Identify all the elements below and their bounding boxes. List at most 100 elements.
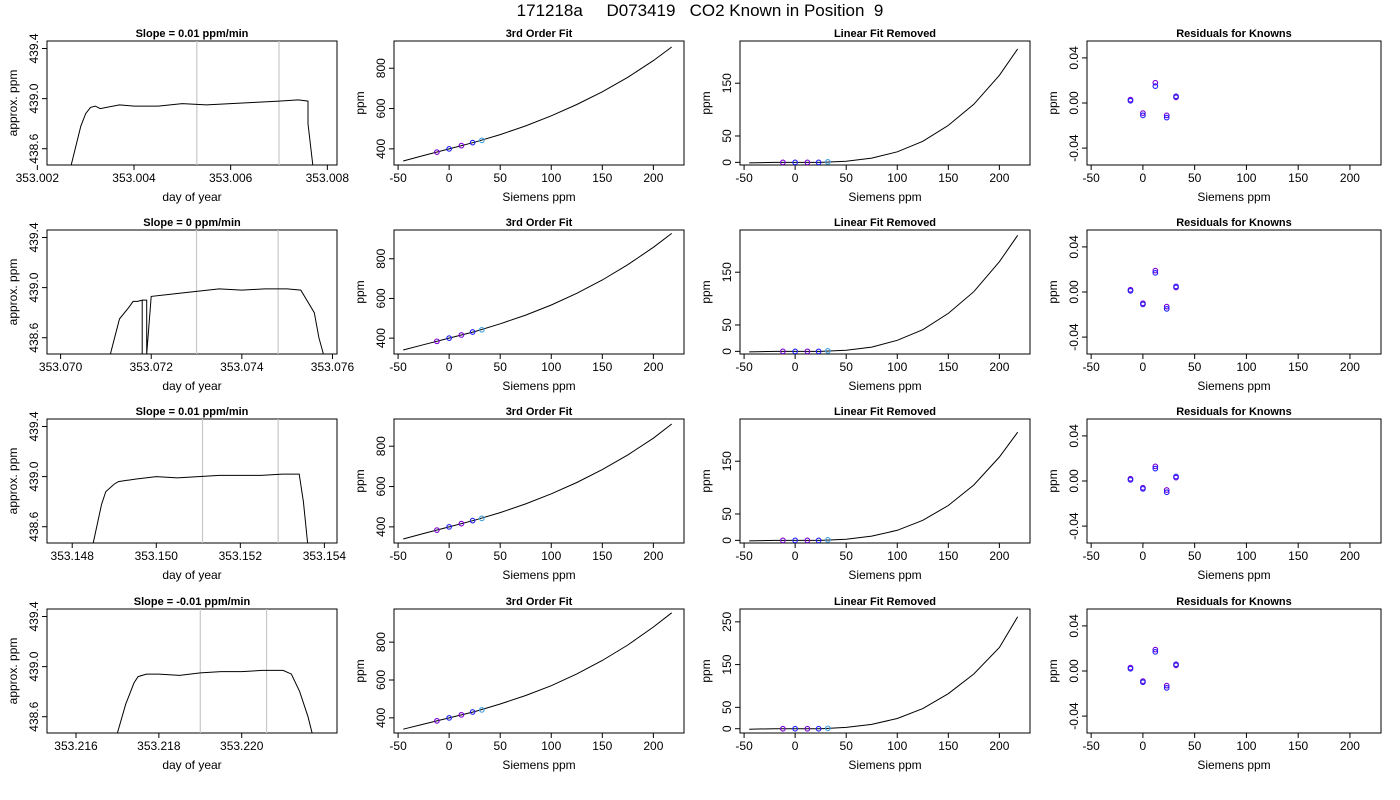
x-axis-label: Siemens ppm xyxy=(1197,758,1270,772)
known-point xyxy=(478,137,485,144)
y-tick-label: 50 xyxy=(720,318,734,332)
x-tick-label: 353.150 xyxy=(135,549,179,563)
y-axis-label: ppm xyxy=(699,469,713,492)
x-tick-label: -50 xyxy=(1082,549,1100,563)
known-point xyxy=(1127,97,1134,104)
plot-frame xyxy=(739,40,1031,166)
x-tick-label: -50 xyxy=(389,739,407,753)
known-point xyxy=(469,329,476,335)
y-tick-label: 439.0 xyxy=(27,651,41,681)
known-point xyxy=(1163,303,1170,310)
x-tick-label: -50 xyxy=(735,549,753,563)
y-tick-label: -0.04 xyxy=(1067,134,1081,162)
known-point xyxy=(792,537,798,544)
y-tick-label: 150 xyxy=(720,451,734,471)
known-point xyxy=(1173,661,1179,668)
x-tick-label: 200 xyxy=(1340,360,1360,374)
plot-frame xyxy=(393,418,685,544)
known-point xyxy=(469,517,476,524)
known-point xyxy=(478,707,485,713)
concentration-trace xyxy=(92,473,309,544)
known-point xyxy=(1173,283,1179,290)
known-point xyxy=(815,537,822,544)
x-tick-label: 100 xyxy=(887,549,907,563)
x-axis-label: Siemens ppm xyxy=(502,568,575,582)
x-tick-label: -50 xyxy=(1082,360,1100,374)
y-axis-label: ppm xyxy=(1046,659,1060,682)
chart-panel-6: 3rd Order Fit Siemens ppm ppm -50 0 50 100 150 2… xyxy=(353,217,685,393)
known-point xyxy=(780,725,786,732)
known-point xyxy=(1173,473,1179,480)
x-tick-label: 353.070 xyxy=(39,360,83,374)
x-tick-label: 353.148 xyxy=(51,549,95,563)
known-point xyxy=(792,725,798,732)
known-point xyxy=(434,718,440,724)
chart-title: 3rd Order Fit xyxy=(506,28,573,40)
x-tick-label: 353.216 xyxy=(54,739,98,753)
y-tick-label: 600 xyxy=(374,476,388,496)
plot-frame xyxy=(46,608,338,734)
known-point xyxy=(1140,486,1146,492)
known-point xyxy=(1127,665,1134,672)
y-tick-label: 438.6 xyxy=(27,133,41,163)
known-point xyxy=(824,536,831,543)
y-tick-label: 400 xyxy=(374,517,388,537)
x-tick-label: 50 xyxy=(494,549,508,563)
y-tick-label: 0.04 xyxy=(1067,614,1081,638)
x-tick-label: 200 xyxy=(989,739,1009,753)
concentration-trace xyxy=(116,669,313,734)
x-tick-label: -50 xyxy=(389,360,407,374)
y-tick-label: 438.6 xyxy=(27,511,41,541)
known-point xyxy=(1127,477,1134,483)
x-axis-label: Siemens ppm xyxy=(848,758,921,772)
x-tick-label: 200 xyxy=(643,739,663,753)
y-axis-label: approx. ppm xyxy=(6,259,20,326)
x-tick-label: -50 xyxy=(1082,739,1100,753)
x-axis-label: Siemens ppm xyxy=(1197,190,1270,204)
known-point xyxy=(1163,685,1170,691)
x-tick-label: 0 xyxy=(446,360,453,374)
y-tick-label: 439.0 xyxy=(27,83,41,113)
x-tick-label: 100 xyxy=(1236,360,1256,374)
known-point xyxy=(1163,114,1170,121)
known-point xyxy=(824,347,831,354)
x-tick-label: 150 xyxy=(938,549,958,563)
x-tick-label: 50 xyxy=(1188,549,1202,563)
plot-frame xyxy=(739,608,1031,734)
x-tick-label: -50 xyxy=(735,360,753,374)
x-tick-label: 100 xyxy=(541,171,561,185)
x-tick-label: 0 xyxy=(792,549,799,563)
y-tick-label: 400 xyxy=(374,328,388,348)
known-point xyxy=(815,159,822,166)
known-point xyxy=(824,725,831,732)
x-axis-label: Siemens ppm xyxy=(502,758,575,772)
y-axis-label: ppm xyxy=(353,91,367,114)
known-point xyxy=(1140,679,1146,686)
x-tick-label: 0 xyxy=(792,739,799,753)
y-tick-label: 50 xyxy=(720,507,734,521)
fit-curve xyxy=(749,235,1019,353)
known-point xyxy=(434,527,440,533)
y-axis-label: ppm xyxy=(1046,469,1060,492)
x-tick-label: 50 xyxy=(840,360,854,374)
x-axis-label: Siemens ppm xyxy=(1197,379,1270,393)
x-tick-label: 200 xyxy=(643,171,663,185)
y-axis-label: ppm xyxy=(699,280,713,303)
known-point xyxy=(792,159,798,166)
x-tick-label: 100 xyxy=(887,739,907,753)
y-tick-label: 800 xyxy=(374,632,388,652)
concentration-trace xyxy=(70,99,314,166)
x-axis-label: Siemens ppm xyxy=(1197,568,1270,582)
x-tick-label: 50 xyxy=(494,739,508,753)
x-tick-label: 353.074 xyxy=(220,360,264,374)
x-tick-label: 100 xyxy=(1236,739,1256,753)
fit-curve xyxy=(403,46,672,162)
y-tick-label: 50 xyxy=(720,129,734,143)
x-tick-label: 200 xyxy=(1340,739,1360,753)
y-axis-label: ppm xyxy=(1046,91,1060,114)
x-tick-label: 150 xyxy=(1288,360,1308,374)
x-tick-label: 200 xyxy=(989,360,1009,374)
